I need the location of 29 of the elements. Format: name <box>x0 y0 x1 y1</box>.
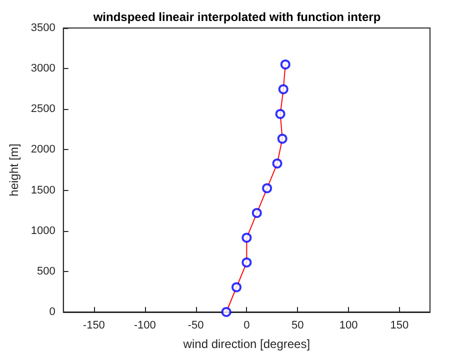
point <box>275 109 286 120</box>
point <box>272 158 282 169</box>
x-tick-label: -150 <box>82 320 105 332</box>
x-tick-label: -50 <box>188 320 204 332</box>
point <box>252 208 262 218</box>
y-tick-label: 2000 <box>30 144 56 156</box>
y-tick-label: 2500 <box>30 103 56 116</box>
y-axis-title: height [m] <box>7 144 21 196</box>
point <box>278 84 288 94</box>
x-tick-label: 100 <box>339 320 358 332</box>
y-tick-label: 0 <box>49 306 56 318</box>
x-tick-label: 150 <box>390 320 409 332</box>
point <box>262 183 272 194</box>
y-tick-label: 1500 <box>30 184 56 196</box>
chart-title: windspeed lineair interpolated with function interp <box>92 10 381 24</box>
x-tick-label: 0 <box>244 320 250 332</box>
point <box>242 232 252 243</box>
y-tick-label: 3000 <box>30 62 56 75</box>
x-axis-title: wind direction [degrees] <box>182 337 310 351</box>
x-tick-label: 50 <box>291 320 304 332</box>
y-tick-label: 1000 <box>30 224 56 237</box>
point <box>232 282 242 292</box>
point <box>277 134 288 144</box>
point <box>221 307 232 317</box>
y-tick-label: 500 <box>37 265 56 278</box>
point <box>242 258 252 268</box>
y-tick-label: 3500 <box>30 22 56 34</box>
point <box>280 60 290 70</box>
x-tick-label: -100 <box>134 320 156 332</box>
